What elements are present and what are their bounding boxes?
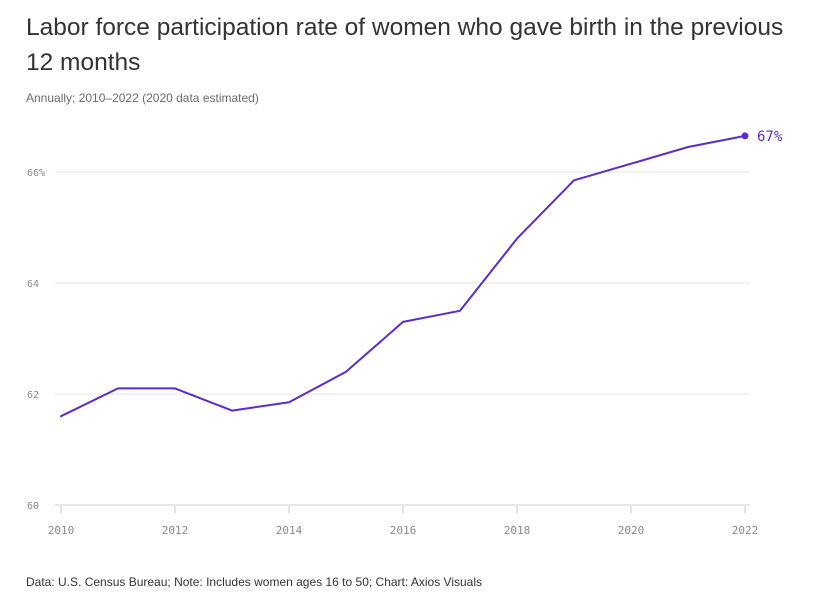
y-axis-ticks: 60 62 64 66% bbox=[27, 168, 45, 512]
end-value-label: 67% bbox=[757, 129, 783, 145]
chart-subtitle: Annually; 2010–2022 (2020 data estimated… bbox=[26, 91, 259, 105]
series: 67% bbox=[60, 129, 783, 418]
x-tick-label: 2018 bbox=[504, 524, 531, 537]
chart-footer-source: Data: U.S. Census Bureau; Note: Includes… bbox=[26, 575, 483, 589]
series-line bbox=[60, 134, 746, 418]
x-tick-label: 2022 bbox=[732, 524, 759, 537]
y-tick-label: 66% bbox=[27, 168, 45, 179]
x-tick-label: 2016 bbox=[390, 524, 417, 537]
x-tick-label: 2020 bbox=[618, 524, 645, 537]
x-tick-label: 2014 bbox=[276, 524, 303, 537]
end-point-marker bbox=[741, 132, 749, 140]
x-axis-ticks: 2010 2012 2014 2016 2018 2020 2022 bbox=[48, 506, 759, 537]
y-tick-label: 62 bbox=[27, 390, 39, 401]
chart-title: Labor force participation rate of women … bbox=[26, 14, 784, 76]
y-tick-label: 60 bbox=[27, 501, 39, 512]
y-tick-label: 64 bbox=[27, 279, 39, 290]
gridlines bbox=[55, 171, 750, 506]
x-tick-label: 2012 bbox=[162, 524, 189, 537]
x-tick-label: 2010 bbox=[48, 524, 75, 537]
